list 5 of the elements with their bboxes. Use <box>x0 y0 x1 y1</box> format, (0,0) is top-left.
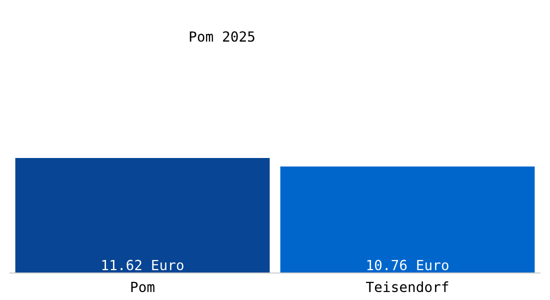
x-tick-label: Pom <box>131 282 154 292</box>
chart-title: Pom 2025 <box>190 31 254 42</box>
x-tick-label: Teisendorf <box>366 281 448 292</box>
data-label: 11.62 Euro <box>102 260 184 270</box>
data-label: 10.76 Euro <box>367 260 448 270</box>
